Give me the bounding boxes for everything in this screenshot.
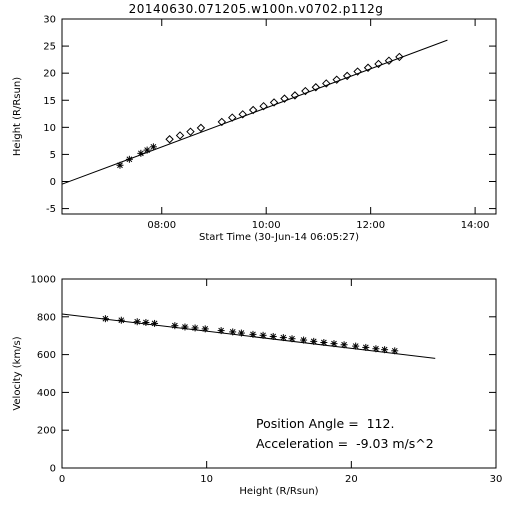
data-point-asterisk [125, 155, 133, 163]
y-tick-label: 20 [43, 69, 56, 80]
y-tick-label: 0 [50, 464, 56, 475]
x-tick-label: 10 [200, 474, 213, 485]
data-point-asterisk [143, 146, 151, 154]
y-tick-label: 600 [37, 350, 56, 361]
data-point-diamond [384, 56, 394, 65]
data-point-diamond [342, 71, 352, 81]
data-point-asterisk [310, 337, 318, 345]
y-tick-label: 30 [43, 15, 56, 26]
data-point-diamond [228, 113, 237, 122]
data-point-diamond [301, 86, 310, 96]
y-tick-label: 0 [50, 177, 56, 188]
data-point-asterisk [149, 143, 157, 151]
y-axis-title: Height (R/Rsun) [12, 77, 23, 156]
data-point-asterisk [352, 342, 360, 350]
velocity-height-plot: 0 10 20 30 0 200 400 600 800 1000 Height (R/Rsun) V… [12, 275, 502, 498]
data-point-asterisk [259, 331, 267, 339]
y-tick-label: 10 [43, 123, 56, 134]
data-point-diamond [217, 117, 227, 127]
data-point-diamond [280, 94, 289, 103]
data-point-asterisk [237, 329, 245, 337]
y-tick-label: 400 [37, 388, 56, 399]
y-tick-label: 5 [50, 150, 56, 161]
plot-frame [61, 18, 497, 215]
data-point-diamond [175, 131, 185, 140]
data-point-asterisk [300, 336, 308, 344]
data-point-asterisk [249, 330, 257, 338]
data-point-asterisk [362, 343, 370, 351]
data-point-asterisk [217, 327, 225, 335]
data-point-asterisk [151, 319, 159, 327]
data-point-asterisk [201, 325, 209, 333]
data-point-diamond [269, 98, 279, 107]
x-tick-label: 08:00 [147, 220, 176, 231]
data-point-diamond [332, 75, 341, 84]
plot-frame [61, 278, 497, 469]
data-point-asterisk [116, 161, 124, 169]
data-point-diamond [363, 63, 373, 72]
data-point-asterisk [269, 332, 277, 340]
height-time-plot: 08:00 10:00 12:00 14:00 -5 0 5 10 15 20 25 30 Start … [12, 15, 497, 243]
position-angle-annotation: Position Angle = 112. [256, 416, 394, 431]
fit-line [61, 313, 436, 359]
y-axis-title: Velocity (km/s) [12, 336, 23, 410]
x-tick-label: 12:00 [356, 220, 385, 231]
data-point-diamond [290, 91, 300, 100]
data-point-diamond [238, 110, 247, 119]
data-point-asterisk [288, 335, 296, 343]
data-point-diamond [196, 123, 206, 133]
y-tick-label: 25 [43, 42, 56, 53]
x-tick-label: 30 [490, 474, 503, 485]
y-tick-label: 1000 [31, 275, 56, 286]
data-point-asterisk [320, 339, 328, 347]
x-tick-label: 10:00 [252, 220, 281, 231]
data-point-asterisk [101, 315, 109, 323]
x-tick-label: 20 [345, 474, 358, 485]
acceleration-annotation: Acceleration = -9.03 m/s^2 [256, 436, 434, 451]
y-tick-label: 15 [43, 96, 56, 107]
data-point-asterisk [181, 323, 189, 331]
data-point-asterisk [340, 341, 348, 349]
data-point-diamond [259, 102, 268, 111]
data-point-asterisk [117, 316, 125, 324]
y-tick-label: 800 [37, 312, 56, 323]
y-tick-label: 200 [37, 426, 56, 437]
data-point-diamond [353, 67, 362, 76]
x-axis-title: Start Time (30-Jun-14 06:05:27) [199, 232, 359, 243]
data-point-asterisk [391, 347, 399, 355]
data-point-asterisk [372, 345, 380, 353]
data-point-diamond [165, 135, 174, 144]
data-point-asterisk [142, 318, 150, 326]
y-tick-label: -5 [46, 204, 56, 215]
data-point-asterisk [191, 324, 199, 332]
x-axis-title: Height (R/Rsun) [239, 486, 318, 497]
data-point-diamond [322, 79, 331, 88]
data-point-diamond [186, 127, 195, 136]
x-tick-label: 0 [59, 474, 65, 485]
data-point-asterisk [133, 318, 141, 326]
data-point-asterisk [279, 334, 287, 342]
data-point-asterisk [381, 346, 389, 354]
data-point-diamond [374, 59, 383, 69]
data-point-asterisk [330, 340, 338, 348]
data-point-asterisk [137, 149, 145, 157]
page-title: 20140630.071205.w100n.v0702.p112g [128, 2, 384, 16]
data-point-diamond [395, 52, 404, 62]
data-point-asterisk [171, 322, 179, 330]
data-point-asterisk [229, 328, 237, 336]
x-tick-label: 14:00 [461, 220, 490, 231]
data-point-diamond [311, 83, 321, 92]
data-point-diamond [248, 105, 258, 115]
